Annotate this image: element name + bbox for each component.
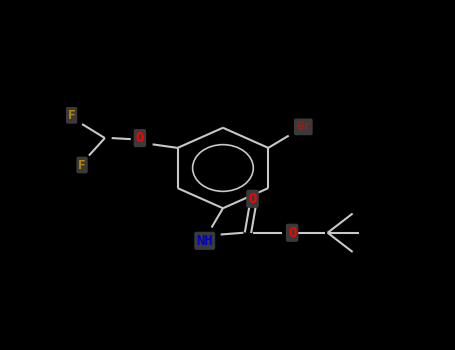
Text: O: O [248, 192, 257, 206]
Text: F: F [78, 159, 86, 172]
Text: F: F [68, 109, 76, 122]
Text: NH: NH [197, 234, 213, 248]
Text: O: O [288, 226, 296, 240]
Text: O: O [136, 131, 144, 145]
Text: Br: Br [296, 120, 311, 133]
